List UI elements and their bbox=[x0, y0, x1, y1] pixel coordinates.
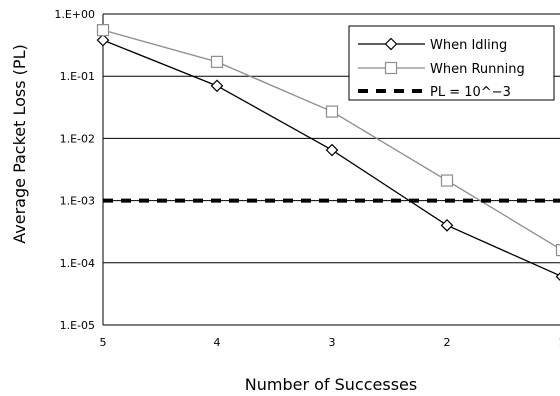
x-tick-labels: 5 4 3 2 1 bbox=[100, 336, 560, 349]
x-tick-label: 3 bbox=[329, 336, 336, 349]
legend-item: PL = 10^−3 bbox=[358, 85, 511, 100]
x-tick-label: 2 bbox=[444, 336, 451, 349]
legend-item: When Running bbox=[358, 61, 525, 77]
y-tick-label: 1.E+00 bbox=[54, 8, 95, 21]
y-tick-label: 1.E-05 bbox=[60, 319, 95, 332]
legend-label: When Running bbox=[430, 62, 525, 77]
diamond-marker bbox=[440, 219, 454, 232]
square-marker bbox=[210, 55, 224, 68]
legend-label: PL = 10^−3 bbox=[430, 85, 511, 100]
data-series bbox=[96, 24, 560, 281]
x-tick-label: 5 bbox=[100, 336, 107, 349]
diamond-marker bbox=[210, 79, 224, 93]
square-marker bbox=[325, 105, 339, 118]
plot-axes bbox=[102, 13, 560, 326]
x-tick-label: 4 bbox=[214, 336, 221, 349]
legend-item: When Idling bbox=[358, 37, 507, 53]
diamond-marker bbox=[384, 37, 398, 51]
x-tick-label: 1 bbox=[559, 336, 560, 349]
series-1 bbox=[96, 33, 560, 281]
y-tick-label: 1.E-04 bbox=[60, 257, 95, 270]
square-marker bbox=[555, 244, 560, 257]
diamond-marker bbox=[325, 143, 339, 157]
diamond-marker bbox=[555, 272, 560, 281]
y-tick-label: 1.E-03 bbox=[60, 195, 95, 208]
y-tick-label: 1.E-02 bbox=[60, 132, 95, 145]
y-tick-label: 1.E-01 bbox=[60, 70, 95, 83]
series-2 bbox=[96, 24, 560, 257]
square-marker bbox=[440, 174, 454, 187]
y-axis-title: Average Packet Loss (PL) bbox=[10, 44, 29, 243]
legend-label: When Idling bbox=[430, 38, 507, 53]
x-axis-title: Number of Successes bbox=[245, 375, 417, 394]
square-marker bbox=[384, 61, 398, 75]
y-tick-labels: 1.E+00 1.E-01 1.E-02 1.E-03 1.E-04 1.E-05 bbox=[54, 8, 95, 332]
legend: When Idling When Running PL = 10^−3 bbox=[348, 25, 555, 101]
square-marker bbox=[96, 24, 110, 37]
legend-box bbox=[348, 25, 555, 101]
grid-lines bbox=[103, 75, 560, 264]
diamond-marker bbox=[96, 33, 110, 47]
